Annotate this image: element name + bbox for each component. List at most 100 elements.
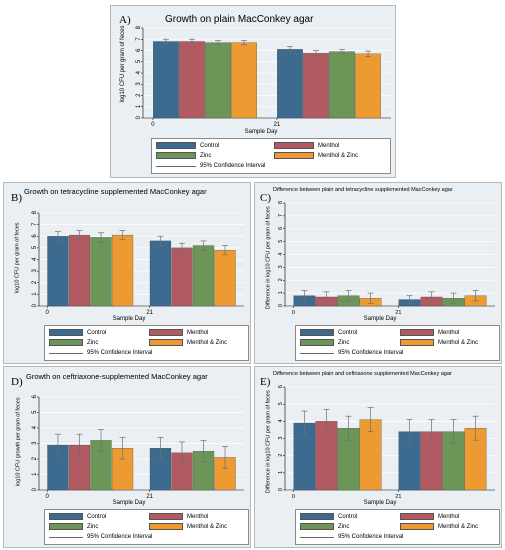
legend-swatch-control (49, 329, 83, 336)
legend-label: Zinc (87, 339, 99, 346)
legend-item-control: Control (156, 142, 219, 149)
legend-swatch-menthol-zinc (400, 523, 434, 530)
legend-item-menthol: Menthol (149, 513, 208, 520)
legend-item-menthol: Menthol (274, 142, 339, 149)
x-tick-label: 0 (46, 310, 50, 316)
panel-d-letter: D) (11, 376, 23, 388)
legend-item-control: Control (49, 329, 106, 336)
y-tick-label: 0 (278, 488, 284, 491)
panel-b-xlabel: Sample Day (112, 316, 146, 322)
bar (231, 42, 257, 119)
y-tick-label: 3 (32, 441, 38, 445)
y-tick-label: 6 (32, 234, 38, 238)
y-tick-label: 2 (32, 280, 38, 284)
bar (205, 42, 231, 119)
legend-swatch-zinc (49, 339, 83, 346)
panel-b: 0 1 2 3 4 5 6 7 8 0 21 B) Growth on tetracycline s… (3, 182, 251, 364)
legend-item-menthol-zinc: Menthol & Zinc (274, 152, 358, 159)
bar (90, 237, 112, 307)
y-tick-label: 3 (136, 82, 142, 86)
panel-a-plot: 0 1 2 3 4 5 6 7 8 0 21 (136, 25, 391, 128)
legend-item-control: Control (49, 513, 106, 520)
legend-swatch-control (49, 513, 83, 520)
bar (303, 53, 329, 119)
x-tick-label: 21 (395, 494, 401, 500)
y-tick-label: 2 (136, 93, 142, 97)
y-tick-label: 4 (278, 419, 284, 422)
panel-e-letter: E) (260, 376, 271, 388)
y-tick-label: 4 (32, 257, 38, 261)
panel-a-xlabel: Sample Day (244, 129, 278, 135)
panel-d-title: Growth on ceftriaxone-supplemented MacCo… (26, 372, 208, 381)
y-tick-label: 2 (278, 278, 284, 281)
y-tick-label: 5 (136, 59, 142, 63)
legend-swatch-menthol (149, 513, 183, 520)
panel-b-title: Growth on tetracycline supplemented MacC… (24, 187, 207, 196)
legend-item-zinc: Zinc (300, 523, 349, 530)
legend-swatch-zinc (300, 339, 334, 346)
legend-item-menthol: Menthol (400, 513, 459, 520)
y-tick-label: 2 (32, 456, 38, 460)
y-tick-label: 1 (278, 471, 284, 474)
bar (277, 49, 303, 119)
legend-item-ci: 95% Confidence Interval (300, 534, 403, 540)
panel-d-xlabel: Sample Day (112, 500, 146, 506)
bar (153, 41, 179, 119)
legend-item-control: Control (300, 513, 357, 520)
legend-item-ci: 95% Confidence Interval (300, 350, 403, 356)
legend-label: Menthol & Zinc (438, 339, 479, 346)
legend-line-ci (49, 352, 83, 354)
legend-item-menthol: Menthol (400, 329, 459, 336)
legend-label: Zinc (338, 339, 350, 346)
y-tick-label: 5 (32, 410, 38, 414)
y-tick-label: 8 (32, 210, 38, 214)
panel-e: 0 1 2 3 4 5 6 0 21 E) Difference between plain a… (254, 366, 502, 548)
panel-a-letter: A) (119, 14, 131, 26)
panel-d-ylabel: log10 CFU growth per gram of feces (15, 397, 22, 487)
legend-item-ci: 95% Confidence Interval (49, 350, 152, 356)
bar (171, 247, 193, 307)
panel-a-title: Growth on plain MacConkey agar (165, 14, 314, 25)
bar (68, 234, 91, 307)
legend-item-menthol-zinc: Menthol & Zinc (400, 523, 478, 530)
legend-item-menthol-zinc: Menthol & Zinc (400, 339, 478, 346)
legend-label: Menthol & Zinc (438, 523, 479, 530)
legend-swatch-menthol-zinc (274, 152, 314, 159)
legend-swatch-control (300, 513, 334, 520)
y-tick-label: 0 (278, 304, 284, 307)
legend-label: 95% Confidence Interval (87, 350, 153, 356)
x-tick-label: 21 (146, 494, 153, 500)
x-tick-label: 0 (292, 494, 295, 500)
legend-swatch-menthol (400, 329, 434, 336)
y-tick-label: 1 (278, 291, 284, 294)
y-tick-label: 4 (32, 425, 38, 429)
legend-label: Control (338, 513, 358, 520)
y-tick-label: 7 (136, 37, 142, 41)
legend-label: 95% Confidence Interval (338, 534, 404, 540)
legend-swatch-menthol (274, 142, 314, 149)
y-tick-label: 6 (278, 227, 284, 230)
panel-e-legend: Control Menthol Zinc Menthol & Zinc 95% … (295, 509, 500, 545)
y-tick-label: 7 (32, 222, 38, 226)
y-tick-label: 5 (278, 402, 284, 405)
legend-item-zinc: Zinc (49, 523, 98, 530)
legend-label: Zinc (200, 152, 212, 159)
legend-label: 95% Confidence Interval (200, 163, 266, 169)
legend-label: Control (338, 329, 358, 336)
legend-item-zinc: Zinc (49, 339, 98, 346)
y-tick-label: 1 (136, 104, 142, 108)
legend-item-ci: 95% Confidence Interval (49, 534, 152, 540)
bar (355, 53, 381, 119)
legend-swatch-menthol (149, 329, 183, 336)
legend-swatch-control (300, 329, 334, 336)
legend-swatch-menthol-zinc (149, 523, 183, 530)
x-tick-label: 21 (274, 122, 281, 128)
panel-e-title: Difference between plain and ceftriaxone… (273, 371, 452, 377)
panel-b-legend: Control Menthol Zinc Menthol & Zinc 95% … (44, 325, 249, 361)
bar (192, 245, 215, 307)
panel-e-xlabel: Sample Day (363, 500, 397, 506)
panel-c-letter: C) (260, 192, 271, 204)
legend-item-control: Control (300, 329, 357, 336)
legend-line-ci (49, 536, 83, 538)
x-tick-label: 0 (46, 494, 50, 500)
